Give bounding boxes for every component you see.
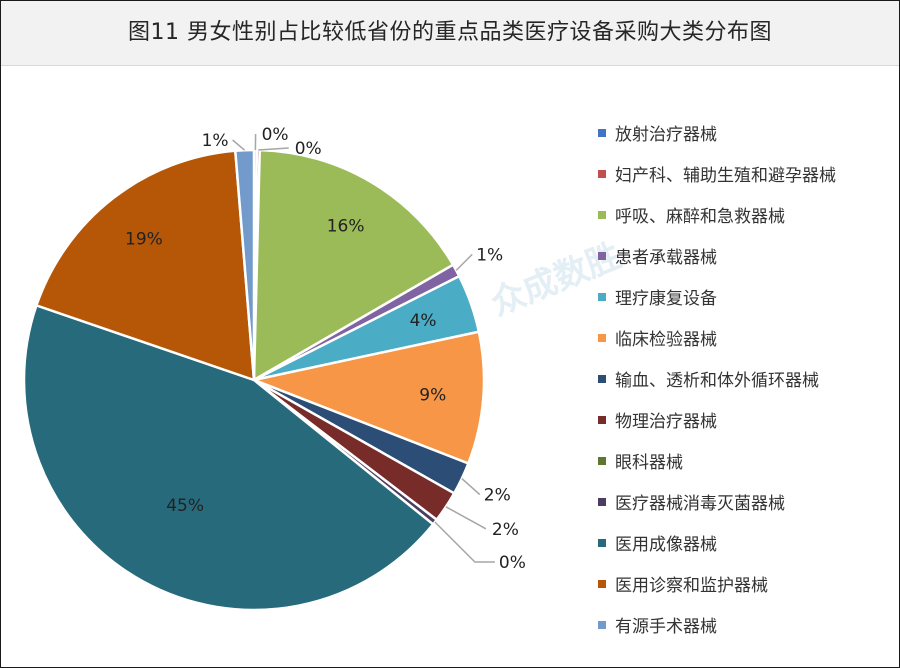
pie-slice xyxy=(22,303,435,612)
legend-swatch xyxy=(598,539,606,547)
data-label: 16% xyxy=(327,217,365,237)
data-label: 0% xyxy=(262,125,289,145)
watermark-text: 众成数胜 xyxy=(485,236,626,324)
legend-label: 临床检验器械 xyxy=(615,330,717,350)
legend-label: 患者承载器械 xyxy=(615,248,717,268)
leader-line xyxy=(232,139,246,151)
leader-line xyxy=(445,506,487,530)
legend-swatch xyxy=(598,498,606,506)
pie-slices xyxy=(22,148,486,612)
legend: 放射治疗器械妇产科、辅助生殖和避孕器械呼吸、麻醉和急救器械患者承载器械理疗康复设… xyxy=(598,125,836,637)
legend-swatch xyxy=(598,170,606,178)
pie-slice xyxy=(34,149,256,382)
legend-label: 妇产科、辅助生殖和避孕器械 xyxy=(615,166,836,186)
legend-swatch xyxy=(598,457,606,465)
legend-label: 物理治疗器械 xyxy=(615,412,717,432)
data-label: 0% xyxy=(295,139,322,159)
legend-swatch xyxy=(598,252,606,260)
pie-slice xyxy=(249,330,486,466)
data-labels: 0% 0% 16% 1% 4% 9% 2% 2% 0% 45% 19% 1% xyxy=(125,125,526,573)
data-label: 1% xyxy=(202,131,229,151)
data-label: 1% xyxy=(476,245,503,265)
legend-swatch xyxy=(598,334,606,342)
legend-label: 医疗器械消毒灭菌器械 xyxy=(615,494,785,514)
data-label: 19% xyxy=(125,229,163,249)
legend-label: 理疗康复设备 xyxy=(615,289,717,309)
pie-slice xyxy=(252,148,455,383)
leader-lines xyxy=(232,133,495,563)
legend-swatch xyxy=(598,129,606,137)
legend-label: 医用诊察和监护器械 xyxy=(615,576,768,596)
legend-label: 眼科器械 xyxy=(615,453,683,473)
watermark: 众成数胜 xyxy=(485,236,626,324)
data-label: 2% xyxy=(492,520,519,540)
leader-line xyxy=(455,253,473,271)
leader-line xyxy=(258,147,289,151)
leader-line xyxy=(434,521,495,563)
legend-swatch xyxy=(598,621,606,629)
legend-swatch xyxy=(598,580,606,588)
legend-swatch xyxy=(598,293,606,301)
legend-label: 医用成像器械 xyxy=(615,535,717,555)
data-label: 4% xyxy=(410,311,437,331)
legend-label: 输血、透析和体外循环器械 xyxy=(615,371,819,391)
leader-line xyxy=(461,478,481,496)
legend-swatch xyxy=(598,416,606,424)
legend-label: 放射治疗器械 xyxy=(615,125,717,145)
legend-swatch xyxy=(598,211,606,219)
data-label: 0% xyxy=(499,553,526,573)
data-label: 2% xyxy=(484,486,511,506)
pie-slice xyxy=(233,148,256,381)
legend-label: 呼吸、麻醉和急救器械 xyxy=(615,207,785,227)
legend-swatch xyxy=(598,375,606,383)
title-bar: 图11 男女性别占比较低省份的重点品类医疗设备采购大类分布图 xyxy=(1,1,899,66)
data-label: 9% xyxy=(419,385,446,405)
data-label: 45% xyxy=(166,496,204,516)
chart-title: 图11 男女性别占比较低省份的重点品类医疗设备采购大类分布图 xyxy=(128,20,772,45)
legend-label: 有源手术器械 xyxy=(615,617,717,637)
